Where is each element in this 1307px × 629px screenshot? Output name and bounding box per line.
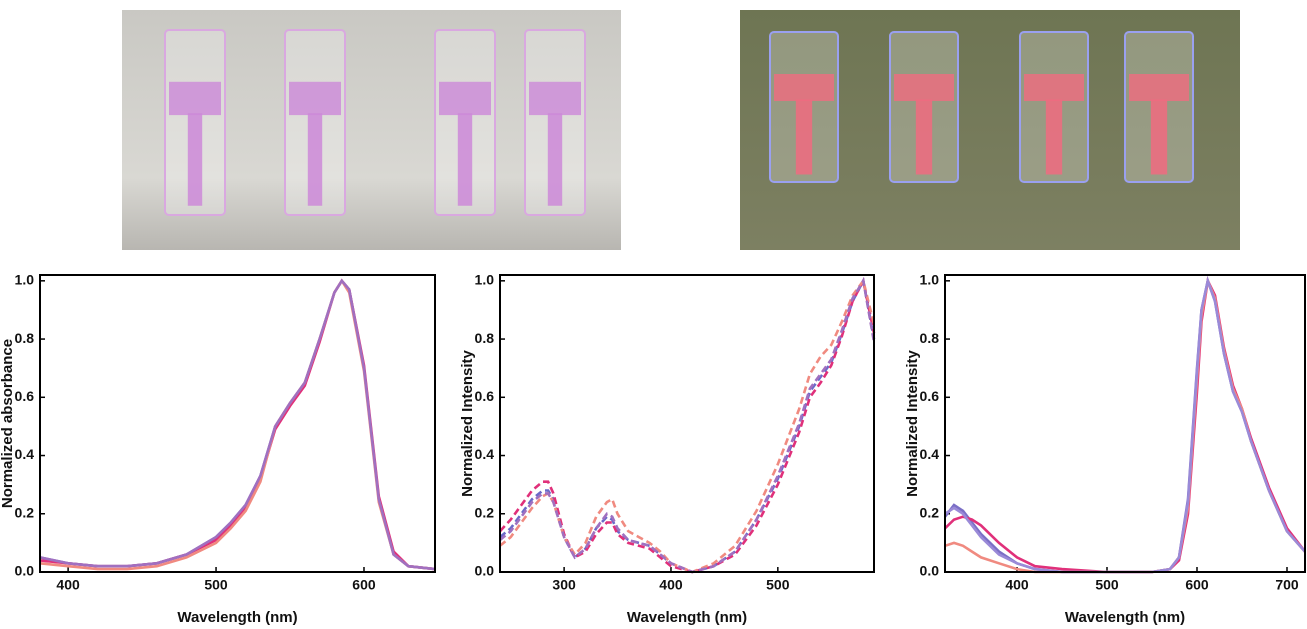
x-tick-label: 300 <box>552 577 576 593</box>
y-tick-label: 1.0 <box>475 272 495 288</box>
x-axis-label: Wavelength (nm) <box>1065 609 1185 626</box>
x-tick-label: 600 <box>1185 577 1209 593</box>
vial-liquid-stem <box>1150 99 1168 175</box>
plot-frame <box>39 274 436 573</box>
series-line <box>944 276 1306 574</box>
y-tick-label: 1.0 <box>15 272 35 288</box>
vial-liquid-top <box>529 81 581 116</box>
series-line <box>39 278 436 571</box>
y-tick-label: 0.0 <box>920 563 940 579</box>
vial-liquid-top <box>289 81 341 116</box>
series-line <box>499 277 876 574</box>
series-line <box>39 278 436 571</box>
vial-liquid-top <box>1024 74 1084 101</box>
y-tick-label: 0.6 <box>920 388 940 404</box>
vial-liquid-stem <box>187 113 203 206</box>
y-tick-label: 0.0 <box>15 563 35 579</box>
x-tick-label: 500 <box>1095 577 1119 593</box>
y-tick-label: 0.8 <box>475 330 495 346</box>
vial-liquid-top <box>894 74 954 101</box>
vial-liquid-top <box>169 81 221 116</box>
vial-liquid-stem <box>457 113 473 206</box>
y-tick-label: 0.2 <box>15 504 35 520</box>
y-tick-label: 0.8 <box>920 330 940 346</box>
x-tick-label: 700 <box>1275 577 1299 593</box>
y-tick-label: 0.4 <box>475 446 495 462</box>
series-line <box>499 276 876 574</box>
vials <box>164 29 1194 216</box>
y-tick-label: 0.0 <box>475 563 495 579</box>
plot-frame <box>499 274 875 573</box>
x-tick-label: 400 <box>56 577 80 593</box>
x-tick-label: 500 <box>766 577 790 593</box>
vial-liquid-stem <box>915 99 933 175</box>
series-line <box>944 276 1307 574</box>
y-tick-label: 0.8 <box>15 330 35 346</box>
vial-liquid-stem <box>1045 99 1063 175</box>
x-tick-label: 600 <box>352 577 376 593</box>
vial-liquid-stem <box>307 113 323 206</box>
series-line <box>944 276 1306 574</box>
y-axis-label: Normalized Intensity <box>459 349 476 496</box>
vial-liquid-stem <box>795 99 813 175</box>
y-tick-label: 0.4 <box>15 446 35 462</box>
y-tick-label: 0.2 <box>475 504 495 520</box>
x-tick-label: 500 <box>204 577 228 593</box>
y-tick-label: 0.2 <box>920 504 940 520</box>
y-tick-label: 0.6 <box>475 388 495 404</box>
x-tick-label: 400 <box>1005 577 1029 593</box>
series-line <box>499 276 876 574</box>
series-line <box>943 276 1306 574</box>
y-tick-label: 0.4 <box>920 446 940 462</box>
series-line <box>39 278 436 571</box>
vial-liquid-top <box>1129 74 1189 101</box>
y-tick-label: 0.6 <box>15 388 35 404</box>
series-line <box>39 278 436 571</box>
vial-liquid-stem <box>547 113 563 206</box>
y-axis-label: Normalized absorbance <box>0 339 16 508</box>
x-tick-label: 400 <box>659 577 683 593</box>
vial-liquid-top <box>439 81 491 116</box>
x-axis-label: Wavelength (nm) <box>177 609 297 626</box>
series-line <box>499 277 876 574</box>
photo-daylight <box>122 10 621 250</box>
x-axis-label: Wavelength (nm) <box>627 609 747 626</box>
vial-liquid-top <box>774 74 834 101</box>
plot-frame <box>944 274 1306 573</box>
y-axis-label: Normalized Intensity <box>904 349 921 496</box>
y-tick-label: 1.0 <box>920 272 940 288</box>
